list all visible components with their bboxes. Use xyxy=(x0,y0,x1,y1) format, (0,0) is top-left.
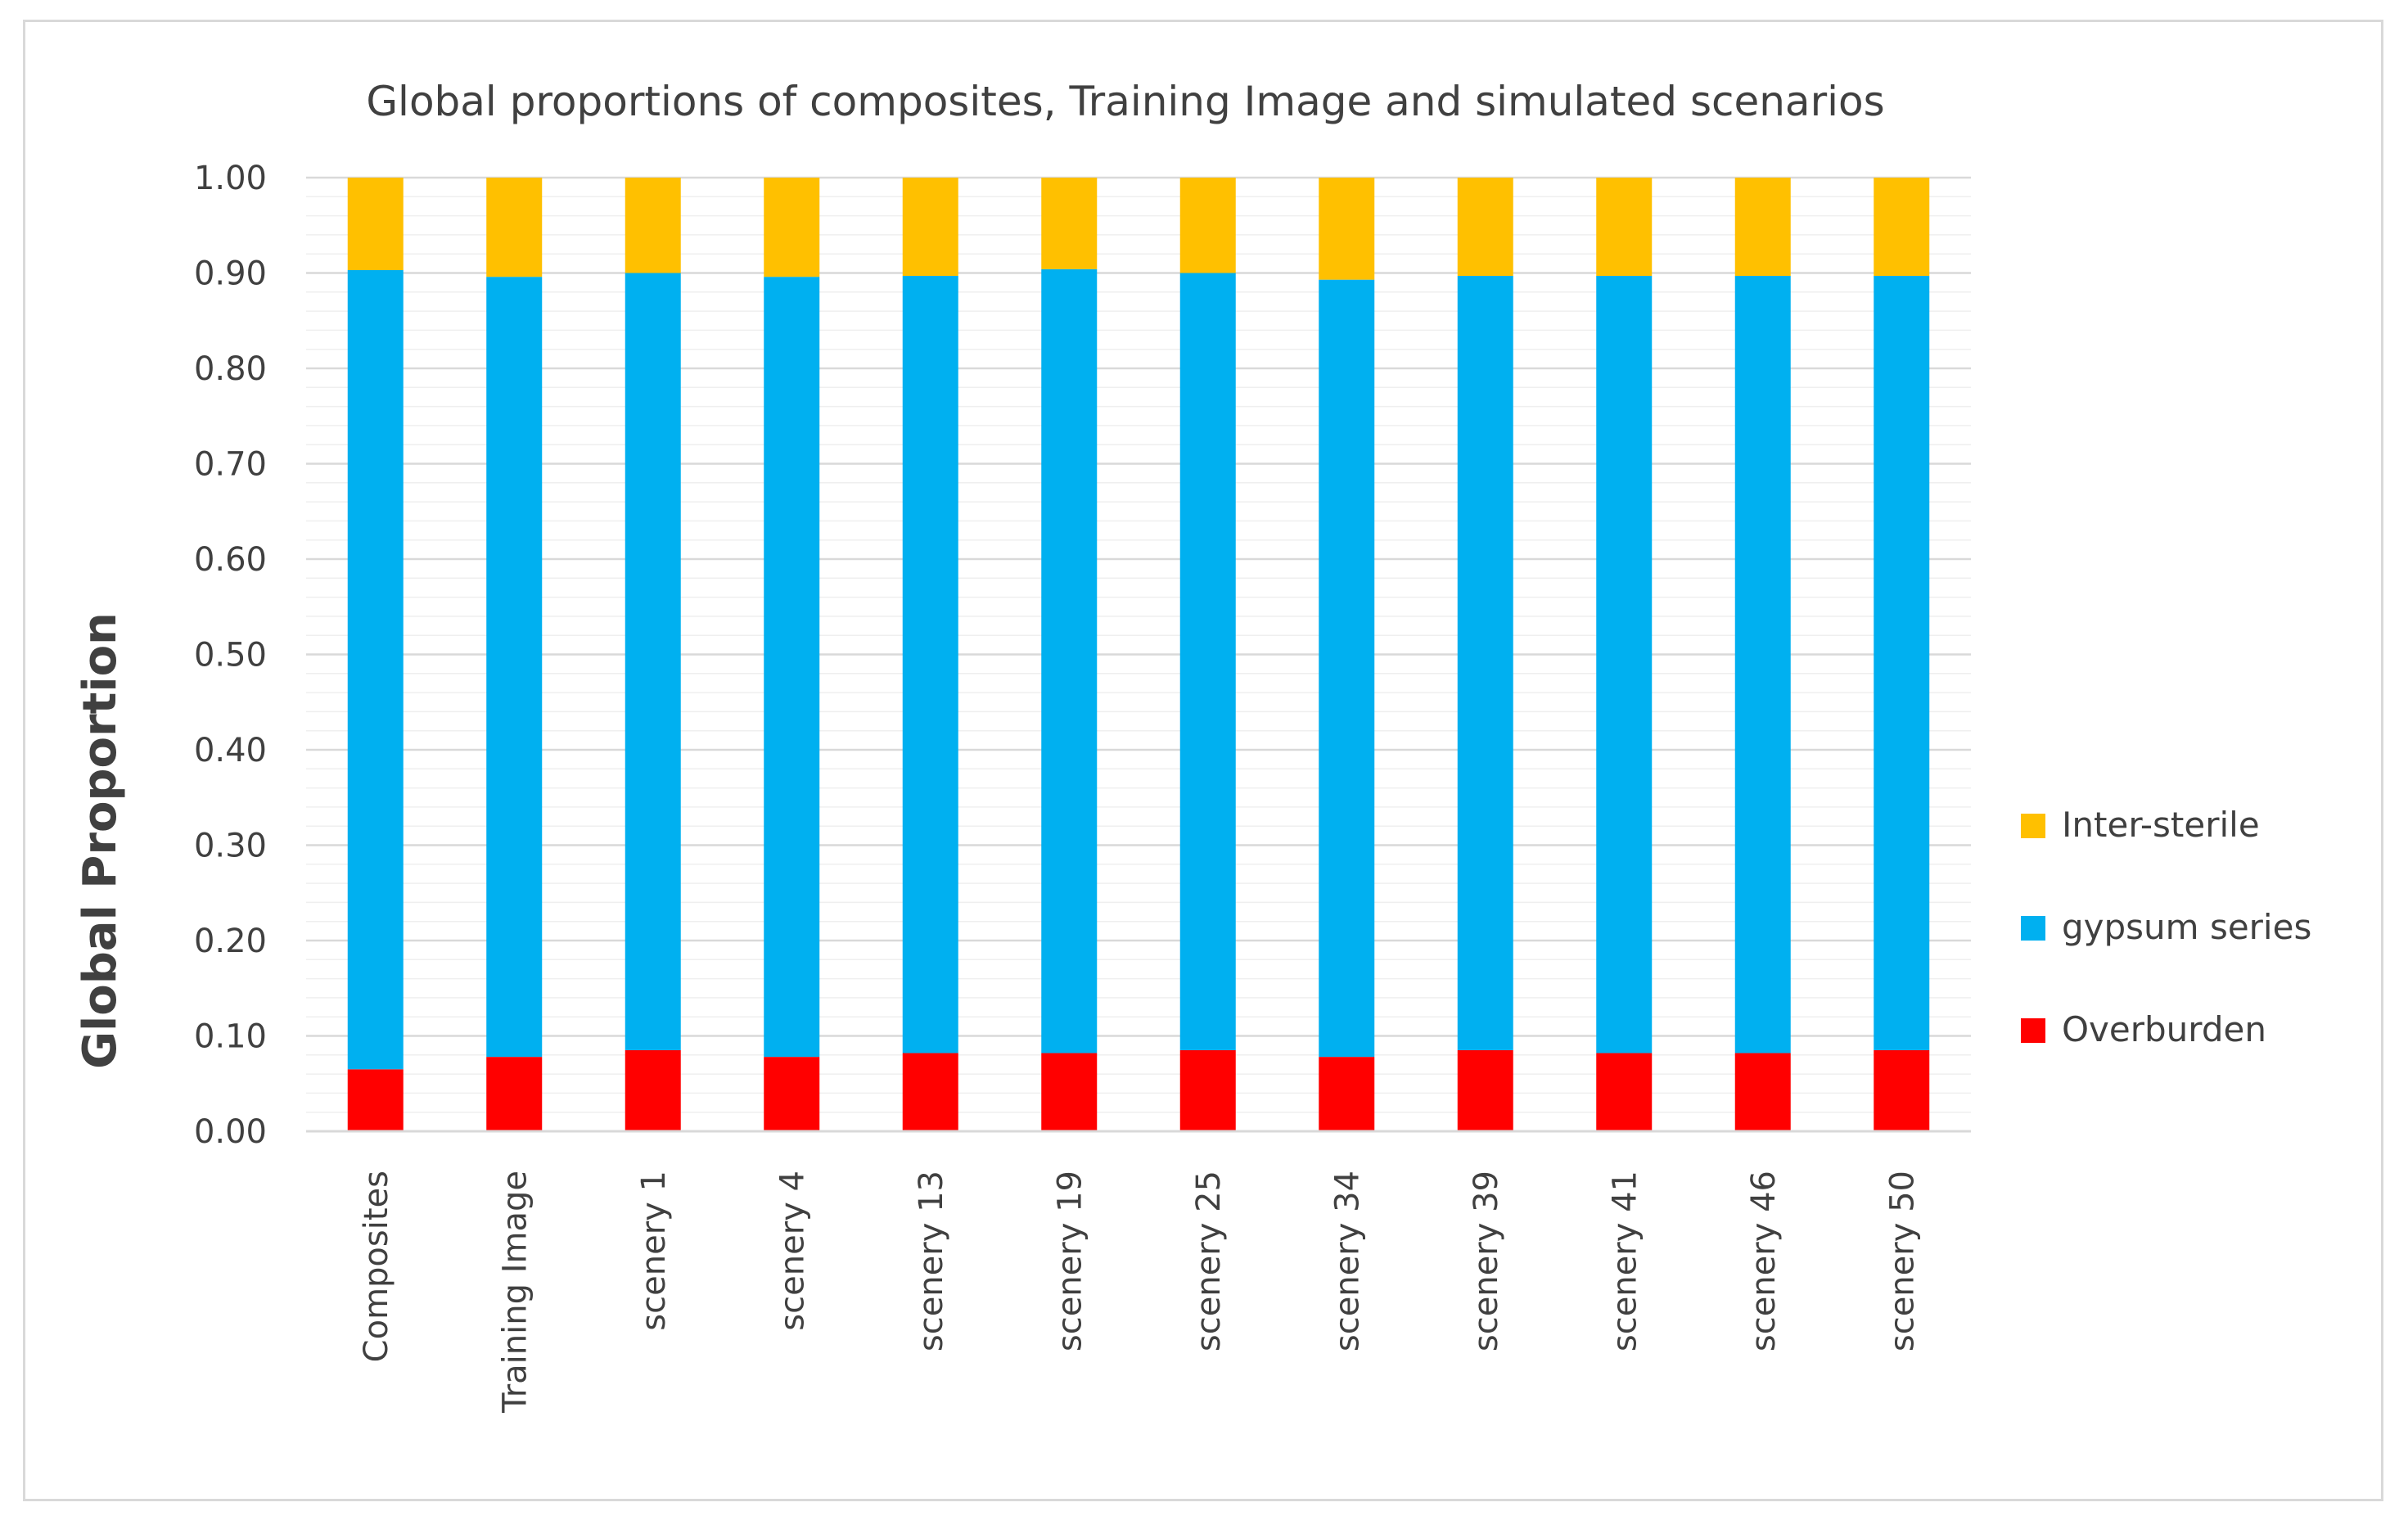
y-axis-ticks: 0.00 0.10 0.20 0.30 0.40 0.50 0.60 0.70 0.80 0.90… xyxy=(194,160,267,1151)
bar-stack xyxy=(1596,178,1653,1131)
bar-segment-gypsum-series xyxy=(764,277,820,1058)
gridlines xyxy=(306,176,1971,1133)
bar-segment-gypsum-series xyxy=(1041,268,1098,1054)
y-tick-label: 0.30 xyxy=(194,828,267,865)
bar-stack xyxy=(1457,178,1513,1131)
chart-frame: Global proportions of composites, Traini… xyxy=(23,20,2383,1501)
x-tick-label: Composites xyxy=(358,1171,395,1362)
legend: Inter-sterile gypsum series Overburden xyxy=(2021,805,2311,1049)
y-tick-label: 0.80 xyxy=(194,350,267,388)
bar-segment-gypsum-series xyxy=(1874,275,1930,1050)
bar-segment-overburden xyxy=(1874,1049,1930,1131)
bar-segment-gypsum-series xyxy=(1457,275,1513,1050)
x-axis-ticks: Composites Training Image scenery 1 scenery… xyxy=(358,1171,1922,1414)
bar-segment-inter-sterile xyxy=(1319,178,1375,280)
chart-svg: Global proportions of composites, Traini… xyxy=(74,78,2311,1414)
y-tick-label: 0.90 xyxy=(194,255,267,293)
bar-segment-inter-sterile xyxy=(1457,178,1513,276)
bar-segment-gypsum-series xyxy=(1734,275,1791,1054)
chart-title: Global proportions of composites, Traini… xyxy=(366,78,1884,125)
bar-segment-overburden xyxy=(625,1049,681,1131)
x-tick-label: scenery 39 xyxy=(1468,1171,1505,1351)
x-tick-label: scenery 13 xyxy=(913,1171,950,1351)
y-tick-label: 0.40 xyxy=(194,732,267,769)
bar-segment-overburden xyxy=(764,1057,820,1131)
bar-stack xyxy=(486,178,543,1131)
bar-segment-gypsum-series xyxy=(1179,273,1236,1050)
x-tick-label: scenery 4 xyxy=(773,1171,811,1331)
x-tick-label: scenery 41 xyxy=(1606,1171,1644,1351)
legend-label: gypsum series xyxy=(2062,907,2311,947)
bars xyxy=(347,178,1930,1131)
bar-segment-gypsum-series xyxy=(902,275,958,1054)
bar-segment-overburden xyxy=(1596,1053,1653,1131)
legend-swatch xyxy=(2021,814,2045,838)
x-tick-label: Training Image xyxy=(496,1171,534,1414)
bar-stack xyxy=(1041,178,1098,1131)
bar-segment-inter-sterile xyxy=(1874,178,1930,276)
bar-stack xyxy=(625,178,681,1131)
bar-segment-overburden xyxy=(486,1057,543,1131)
bar-segment-inter-sterile xyxy=(1179,178,1236,273)
bar-segment-inter-sterile xyxy=(486,178,543,277)
y-tick-label: 1.00 xyxy=(194,160,267,197)
bar-stack xyxy=(347,178,404,1131)
bar-segment-inter-sterile xyxy=(764,178,820,277)
bar-segment-overburden xyxy=(1319,1057,1375,1131)
bar-segment-gypsum-series xyxy=(1596,275,1653,1054)
bar-segment-gypsum-series xyxy=(347,270,404,1070)
bar-segment-gypsum-series xyxy=(486,277,543,1058)
legend-label: Inter-sterile xyxy=(2062,805,2260,845)
bar-segment-overburden xyxy=(1041,1053,1098,1131)
bar-segment-inter-sterile xyxy=(1734,178,1791,276)
y-tick-label: 0.10 xyxy=(194,1018,267,1056)
x-tick-label: scenery 50 xyxy=(1883,1171,1921,1351)
legend-item: Overburden xyxy=(2021,1009,2266,1049)
x-tick-label: scenery 1 xyxy=(635,1171,673,1331)
y-tick-label: 0.20 xyxy=(194,923,267,960)
bar-segment-inter-sterile xyxy=(902,178,958,276)
bar-segment-overburden xyxy=(1179,1049,1236,1131)
bar-segment-overburden xyxy=(902,1053,958,1131)
bar-segment-overburden xyxy=(1734,1053,1791,1131)
legend-label: Overburden xyxy=(2062,1009,2266,1049)
bar-segment-gypsum-series xyxy=(1319,279,1375,1058)
x-tick-label: scenery 46 xyxy=(1745,1171,1783,1351)
bar-segment-gypsum-series xyxy=(625,273,681,1050)
bar-segment-inter-sterile xyxy=(1041,178,1098,269)
bar-stack xyxy=(1319,178,1375,1131)
bar-stack xyxy=(764,178,820,1131)
bar-stack xyxy=(1179,178,1236,1131)
bar-segment-overburden xyxy=(1457,1049,1513,1131)
bar-segment-inter-sterile xyxy=(347,178,404,271)
bar-segment-overburden xyxy=(347,1069,404,1131)
bar-segment-inter-sterile xyxy=(1596,178,1653,276)
x-tick-label: scenery 19 xyxy=(1051,1171,1089,1351)
y-tick-label: 0.70 xyxy=(194,446,267,484)
legend-swatch xyxy=(2021,916,2045,941)
y-tick-label: 0.50 xyxy=(194,637,267,675)
bar-stack xyxy=(902,178,958,1131)
legend-swatch xyxy=(2021,1018,2045,1043)
bar-stack xyxy=(1734,178,1791,1131)
y-tick-label: 0.60 xyxy=(194,541,267,579)
y-axis-label: Global Proportion xyxy=(74,612,127,1069)
x-tick-label: scenery 34 xyxy=(1328,1171,1366,1351)
y-tick-label: 0.00 xyxy=(194,1113,267,1151)
x-tick-label: scenery 25 xyxy=(1190,1171,1228,1351)
legend-item: Inter-sterile xyxy=(2021,805,2260,845)
legend-item: gypsum series xyxy=(2021,907,2311,947)
bar-segment-inter-sterile xyxy=(625,178,681,273)
bar-stack xyxy=(1874,178,1930,1131)
